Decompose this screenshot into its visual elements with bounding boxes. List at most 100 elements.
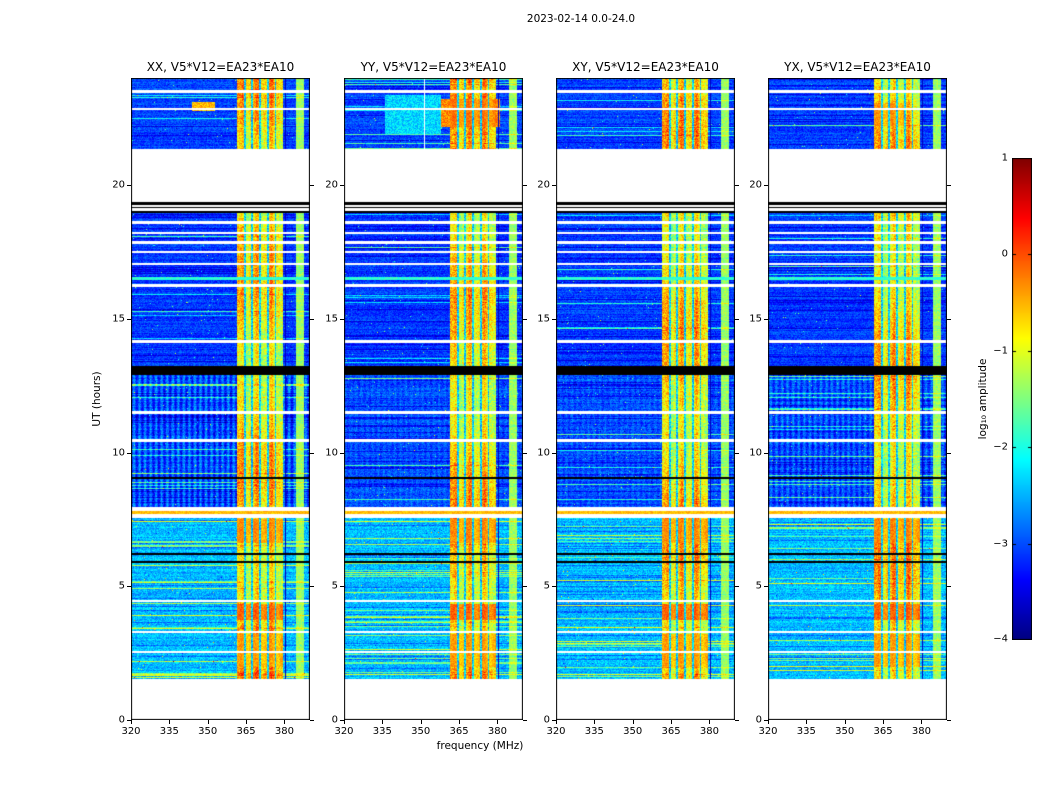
y-tick-mark <box>310 720 314 721</box>
y-tick-label: 20 <box>749 179 762 191</box>
y-tick-mark <box>735 319 739 320</box>
x-tick-label: 380 <box>487 726 507 737</box>
y-tick-mark <box>764 185 768 186</box>
x-tick-label: 365 <box>449 726 469 737</box>
x-tick-mark <box>459 720 460 724</box>
y-tick-mark <box>523 453 527 454</box>
x-tick-label: 320 <box>121 726 141 737</box>
x-tick-mark <box>594 720 595 724</box>
x-tick-mark <box>131 720 132 724</box>
y-tick-mark <box>340 319 344 320</box>
x-tick-mark <box>921 720 922 724</box>
y-tick-mark <box>523 586 527 587</box>
y-tick-label: 0 <box>755 714 762 726</box>
x-tick-mark <box>284 720 285 724</box>
x-tick-mark <box>208 720 209 724</box>
y-tick-label: 0 <box>118 714 125 726</box>
y-tick-label: 0 <box>543 714 550 726</box>
y-tick-label: 15 <box>749 313 762 325</box>
y-tick-mark <box>947 185 951 186</box>
x-tick-mark <box>806 720 807 724</box>
y-tick-mark <box>340 586 344 587</box>
x-tick-label: 335 <box>159 726 179 737</box>
y-tick-mark <box>552 720 556 721</box>
x-tick-label: 365 <box>873 726 893 737</box>
x-tick-mark <box>421 720 422 724</box>
panel-yx: YX, V5*V12=EA23*EA10 <box>768 60 947 720</box>
y-tick-label: 20 <box>325 179 338 191</box>
colorbar-tick-label: −3 <box>993 538 1008 550</box>
x-tick-label: 335 <box>372 726 392 737</box>
x-axis-label: frequency (MHz) <box>436 740 524 752</box>
y-tick-mark <box>127 720 131 721</box>
y-tick-mark <box>310 586 314 587</box>
spectrogram-canvas-yx <box>768 78 947 720</box>
y-tick-label: 5 <box>118 580 125 592</box>
panel-title-yy: YY, V5*V12=EA23*EA10 <box>360 60 507 74</box>
x-tick-mark <box>246 720 247 724</box>
x-tick-label: 350 <box>835 726 855 737</box>
colorbar-tick-label: 0 <box>1001 248 1008 260</box>
y-tick-mark <box>735 586 739 587</box>
spectrogram-canvas-xy <box>556 78 735 720</box>
y-tick-mark <box>552 185 556 186</box>
y-tick-mark <box>127 453 131 454</box>
x-tick-label: 380 <box>911 726 931 737</box>
colorbar-tick-label: −2 <box>993 441 1008 453</box>
y-tick-mark <box>764 453 768 454</box>
x-tick-mark <box>344 720 345 724</box>
y-tick-label: 15 <box>325 313 338 325</box>
x-tick-label: 350 <box>198 726 218 737</box>
x-tick-mark <box>169 720 170 724</box>
panel-title-xy: XY, V5*V12=EA23*EA10 <box>572 60 719 74</box>
y-tick-mark <box>947 720 951 721</box>
panel-xx: XX, V5*V12=EA23*EA10 <box>131 60 310 720</box>
y-tick-mark <box>552 453 556 454</box>
y-tick-label: 20 <box>112 179 125 191</box>
figure-title: 2023-02-14 0.0-24.0 <box>526 13 636 25</box>
y-tick-label: 5 <box>755 580 762 592</box>
x-tick-label: 350 <box>411 726 431 737</box>
y-tick-label: 10 <box>537 447 550 458</box>
x-tick-mark <box>768 720 769 724</box>
panel-title-yx: YX, V5*V12=EA23*EA10 <box>784 60 931 74</box>
y-tick-mark <box>523 319 527 320</box>
y-tick-mark <box>764 720 768 721</box>
colorbar-tick-label: −4 <box>993 633 1008 645</box>
colorbar-tick-label: 1 <box>1001 152 1008 164</box>
x-tick-mark <box>709 720 710 724</box>
y-tick-label: 0 <box>331 714 338 726</box>
y-tick-mark <box>735 720 739 721</box>
y-tick-label: 20 <box>537 179 550 191</box>
y-tick-label: 15 <box>112 313 125 325</box>
y-tick-label: 5 <box>331 580 338 592</box>
x-tick-label: 320 <box>334 726 354 737</box>
colorbar-tick-label: −1 <box>993 345 1008 357</box>
spectrogram-canvas-xx <box>131 78 310 720</box>
y-tick-mark <box>310 319 314 320</box>
x-tick-label: 380 <box>699 726 719 737</box>
colorbar-canvas <box>1012 158 1032 640</box>
x-tick-label: 320 <box>546 726 566 737</box>
y-tick-mark <box>735 453 739 454</box>
y-tick-mark <box>947 453 951 454</box>
y-tick-mark <box>735 185 739 186</box>
colorbar <box>1012 158 1032 640</box>
y-tick-mark <box>340 720 344 721</box>
y-tick-mark <box>127 319 131 320</box>
panel-title-xx: XX, V5*V12=EA23*EA10 <box>146 60 295 74</box>
y-axis-label: UT (hours) <box>91 371 103 427</box>
y-tick-mark <box>523 185 527 186</box>
y-tick-mark <box>947 319 951 320</box>
y-tick-mark <box>552 586 556 587</box>
x-tick-label: 350 <box>623 726 643 737</box>
y-tick-label: 5 <box>543 580 550 592</box>
x-tick-mark <box>633 720 634 724</box>
x-tick-label: 320 <box>758 726 778 737</box>
y-tick-mark <box>127 185 131 186</box>
y-tick-label: 15 <box>537 313 550 325</box>
y-tick-mark <box>340 453 344 454</box>
x-tick-mark <box>883 720 884 724</box>
panel-yy: YY, V5*V12=EA23*EA10 <box>344 60 523 720</box>
